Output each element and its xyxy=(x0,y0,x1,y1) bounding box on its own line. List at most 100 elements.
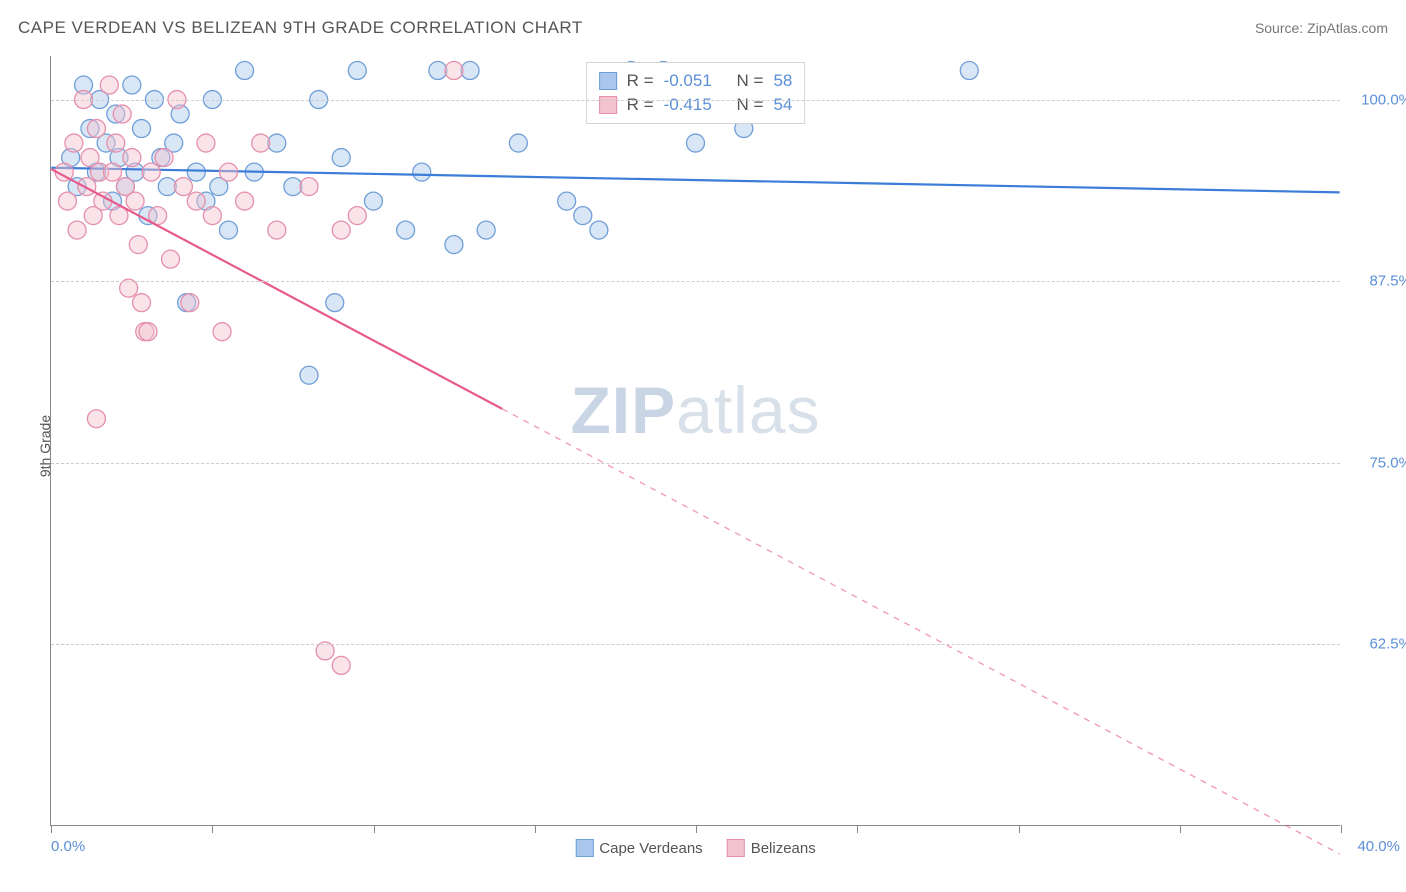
gridline xyxy=(51,463,1340,464)
data-point xyxy=(155,149,173,167)
y-tick-label: 62.5% xyxy=(1369,636,1406,653)
data-point xyxy=(445,62,463,80)
r-label: R = xyxy=(627,71,654,91)
data-point xyxy=(78,178,96,196)
r-value-2: -0.415 xyxy=(664,95,712,115)
data-point xyxy=(348,62,366,80)
gridline xyxy=(51,100,1340,101)
data-point xyxy=(284,178,302,196)
data-point xyxy=(509,134,527,152)
data-point xyxy=(100,76,118,94)
data-point xyxy=(58,192,76,210)
data-point xyxy=(142,163,160,181)
y-tick-label: 87.5% xyxy=(1369,273,1406,290)
source-label: Source: ZipAtlas.com xyxy=(1255,20,1388,36)
n-value-2: 54 xyxy=(773,95,792,115)
data-point xyxy=(181,294,199,312)
data-point xyxy=(326,294,344,312)
data-point xyxy=(558,192,576,210)
x-tick xyxy=(696,825,697,833)
data-point xyxy=(158,178,176,196)
data-point xyxy=(133,120,151,138)
regression-line xyxy=(51,168,1339,193)
n-value-1: 58 xyxy=(773,71,792,91)
x-tick-label-max: 40.0% xyxy=(1357,838,1400,855)
data-point xyxy=(268,221,286,239)
chart-container: CAPE VERDEAN VS BELIZEAN 9TH GRADE CORRE… xyxy=(0,0,1406,892)
data-point xyxy=(219,221,237,239)
data-point xyxy=(104,163,122,181)
chart-svg xyxy=(51,56,1340,825)
n-label: N = xyxy=(737,95,764,115)
data-point xyxy=(461,62,479,80)
y-tick-label: 100.0% xyxy=(1361,91,1406,108)
data-point xyxy=(187,192,205,210)
data-point xyxy=(300,366,318,384)
x-tick xyxy=(1019,825,1020,833)
data-point xyxy=(590,221,608,239)
data-point xyxy=(236,192,254,210)
data-point xyxy=(364,192,382,210)
data-point xyxy=(574,207,592,225)
data-point xyxy=(236,62,254,80)
data-point xyxy=(300,178,318,196)
gridline xyxy=(51,281,1340,282)
legend-label-2: Belizeans xyxy=(751,840,816,857)
data-point xyxy=(139,323,157,341)
x-tick-label-min: 0.0% xyxy=(51,838,85,855)
data-point xyxy=(162,250,180,268)
data-point xyxy=(129,236,147,254)
x-tick xyxy=(535,825,536,833)
data-point xyxy=(332,149,350,167)
r-label: R = xyxy=(627,95,654,115)
stats-row-series-1: R = -0.051 N = 58 xyxy=(599,69,793,93)
legend-label-1: Cape Verdeans xyxy=(599,840,702,857)
data-point xyxy=(187,163,205,181)
data-point xyxy=(332,221,350,239)
data-point xyxy=(960,62,978,80)
data-point xyxy=(174,178,192,196)
legend-swatch-2-icon xyxy=(727,839,745,857)
chart-title: CAPE VERDEAN VS BELIZEAN 9TH GRADE CORRE… xyxy=(18,18,583,38)
gridline xyxy=(51,644,1340,645)
x-tick xyxy=(51,825,52,833)
x-tick xyxy=(1341,825,1342,833)
data-point xyxy=(203,207,221,225)
regression-line-dashed xyxy=(502,409,1339,854)
legend-item-2: Belizeans xyxy=(727,839,816,857)
data-point xyxy=(123,76,141,94)
data-point xyxy=(413,163,431,181)
data-point xyxy=(123,149,141,167)
chart-header: CAPE VERDEAN VS BELIZEAN 9TH GRADE CORRE… xyxy=(18,18,1388,38)
data-point xyxy=(126,192,144,210)
legend-swatch-1-icon xyxy=(575,839,593,857)
x-tick xyxy=(212,825,213,833)
data-point xyxy=(445,236,463,254)
regression-line xyxy=(51,169,502,409)
data-point xyxy=(219,163,237,181)
data-point xyxy=(113,105,131,123)
data-point xyxy=(87,120,105,138)
swatch-series-1-icon xyxy=(599,72,617,90)
x-tick xyxy=(857,825,858,833)
data-point xyxy=(268,134,286,152)
data-point xyxy=(107,134,125,152)
n-label: N = xyxy=(737,71,764,91)
data-point xyxy=(252,134,270,152)
data-point xyxy=(332,656,350,674)
y-tick-label: 75.0% xyxy=(1369,454,1406,471)
data-point xyxy=(133,294,151,312)
x-tick xyxy=(374,825,375,833)
bottom-legend: Cape Verdeans Belizeans xyxy=(575,839,815,857)
data-point xyxy=(65,134,83,152)
plot-area: ZIPatlas R = -0.051 N = 58 R = -0.415 N … xyxy=(50,56,1340,826)
data-point xyxy=(348,207,366,225)
data-point xyxy=(429,62,447,80)
data-point xyxy=(213,323,231,341)
x-tick xyxy=(1180,825,1181,833)
data-point xyxy=(397,221,415,239)
stats-legend-box: R = -0.051 N = 58 R = -0.415 N = 54 xyxy=(586,62,806,124)
legend-item-1: Cape Verdeans xyxy=(575,839,702,857)
data-point xyxy=(477,221,495,239)
data-point xyxy=(687,134,705,152)
